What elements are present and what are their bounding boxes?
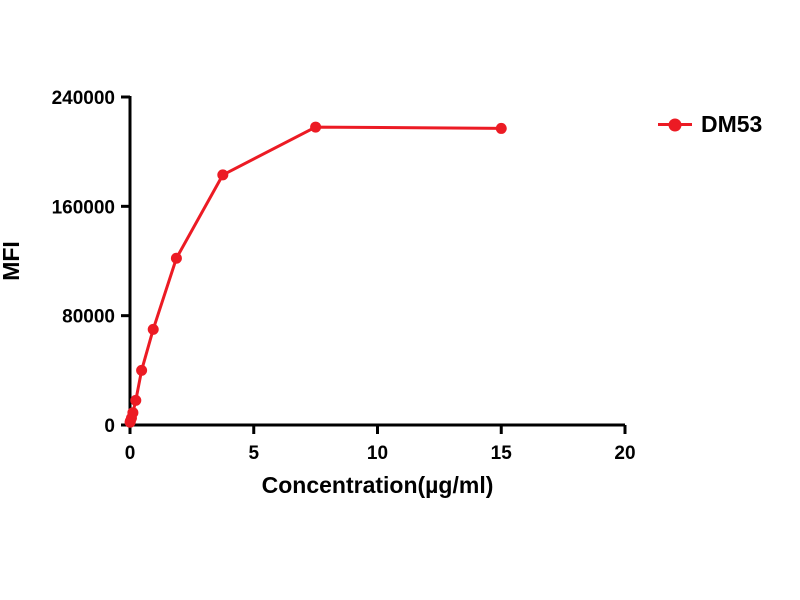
x-tick-label: 5 xyxy=(248,443,259,464)
y-axis-title: MFI xyxy=(0,241,24,281)
legend-label: DM53 xyxy=(701,111,763,137)
y-tick-label: 0 xyxy=(104,416,115,437)
data-point xyxy=(127,407,139,419)
x-axis-title: Concentration(µg/ml) xyxy=(262,472,494,498)
data-point xyxy=(217,169,229,181)
data-point xyxy=(130,394,142,406)
series-line xyxy=(128,125,503,424)
x-tick-label: 0 xyxy=(125,443,136,464)
data-point xyxy=(310,121,322,133)
y-tick-label: 160000 xyxy=(52,197,115,218)
x-tick-label: 10 xyxy=(367,443,388,464)
data-point xyxy=(136,364,148,376)
legend: DM53 xyxy=(658,111,762,138)
y-tick-label: 80000 xyxy=(62,307,115,328)
legend-line-marker xyxy=(658,118,692,131)
data-point xyxy=(147,323,159,335)
data-point xyxy=(495,122,507,134)
x-tick-label: 15 xyxy=(491,443,513,464)
y-tick-label: 240000 xyxy=(52,88,115,109)
x-tick-label: 20 xyxy=(614,443,635,464)
legend-dot-icon xyxy=(668,118,682,131)
data-point xyxy=(170,252,182,264)
